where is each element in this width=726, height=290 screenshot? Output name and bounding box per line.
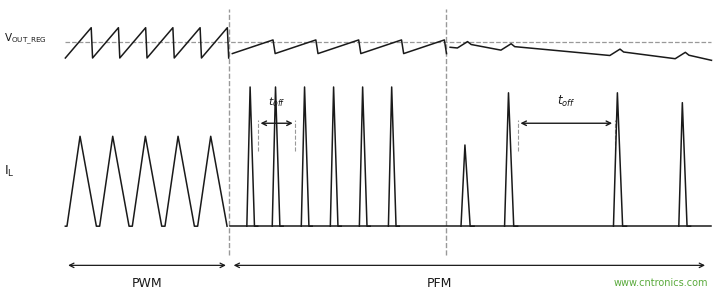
- Text: www.cntronics.com: www.cntronics.com: [613, 278, 708, 288]
- Text: $t_{off}$: $t_{off}$: [557, 94, 576, 109]
- Text: $\mathsf{I_L}$: $\mathsf{I_L}$: [4, 164, 15, 179]
- Text: PFM: PFM: [427, 277, 452, 290]
- Text: $\mathsf{V_{OUT\_REG}}$: $\mathsf{V_{OUT\_REG}}$: [4, 32, 46, 47]
- Text: $t_{off}$: $t_{off}$: [268, 95, 285, 109]
- Text: PWM: PWM: [131, 277, 163, 290]
